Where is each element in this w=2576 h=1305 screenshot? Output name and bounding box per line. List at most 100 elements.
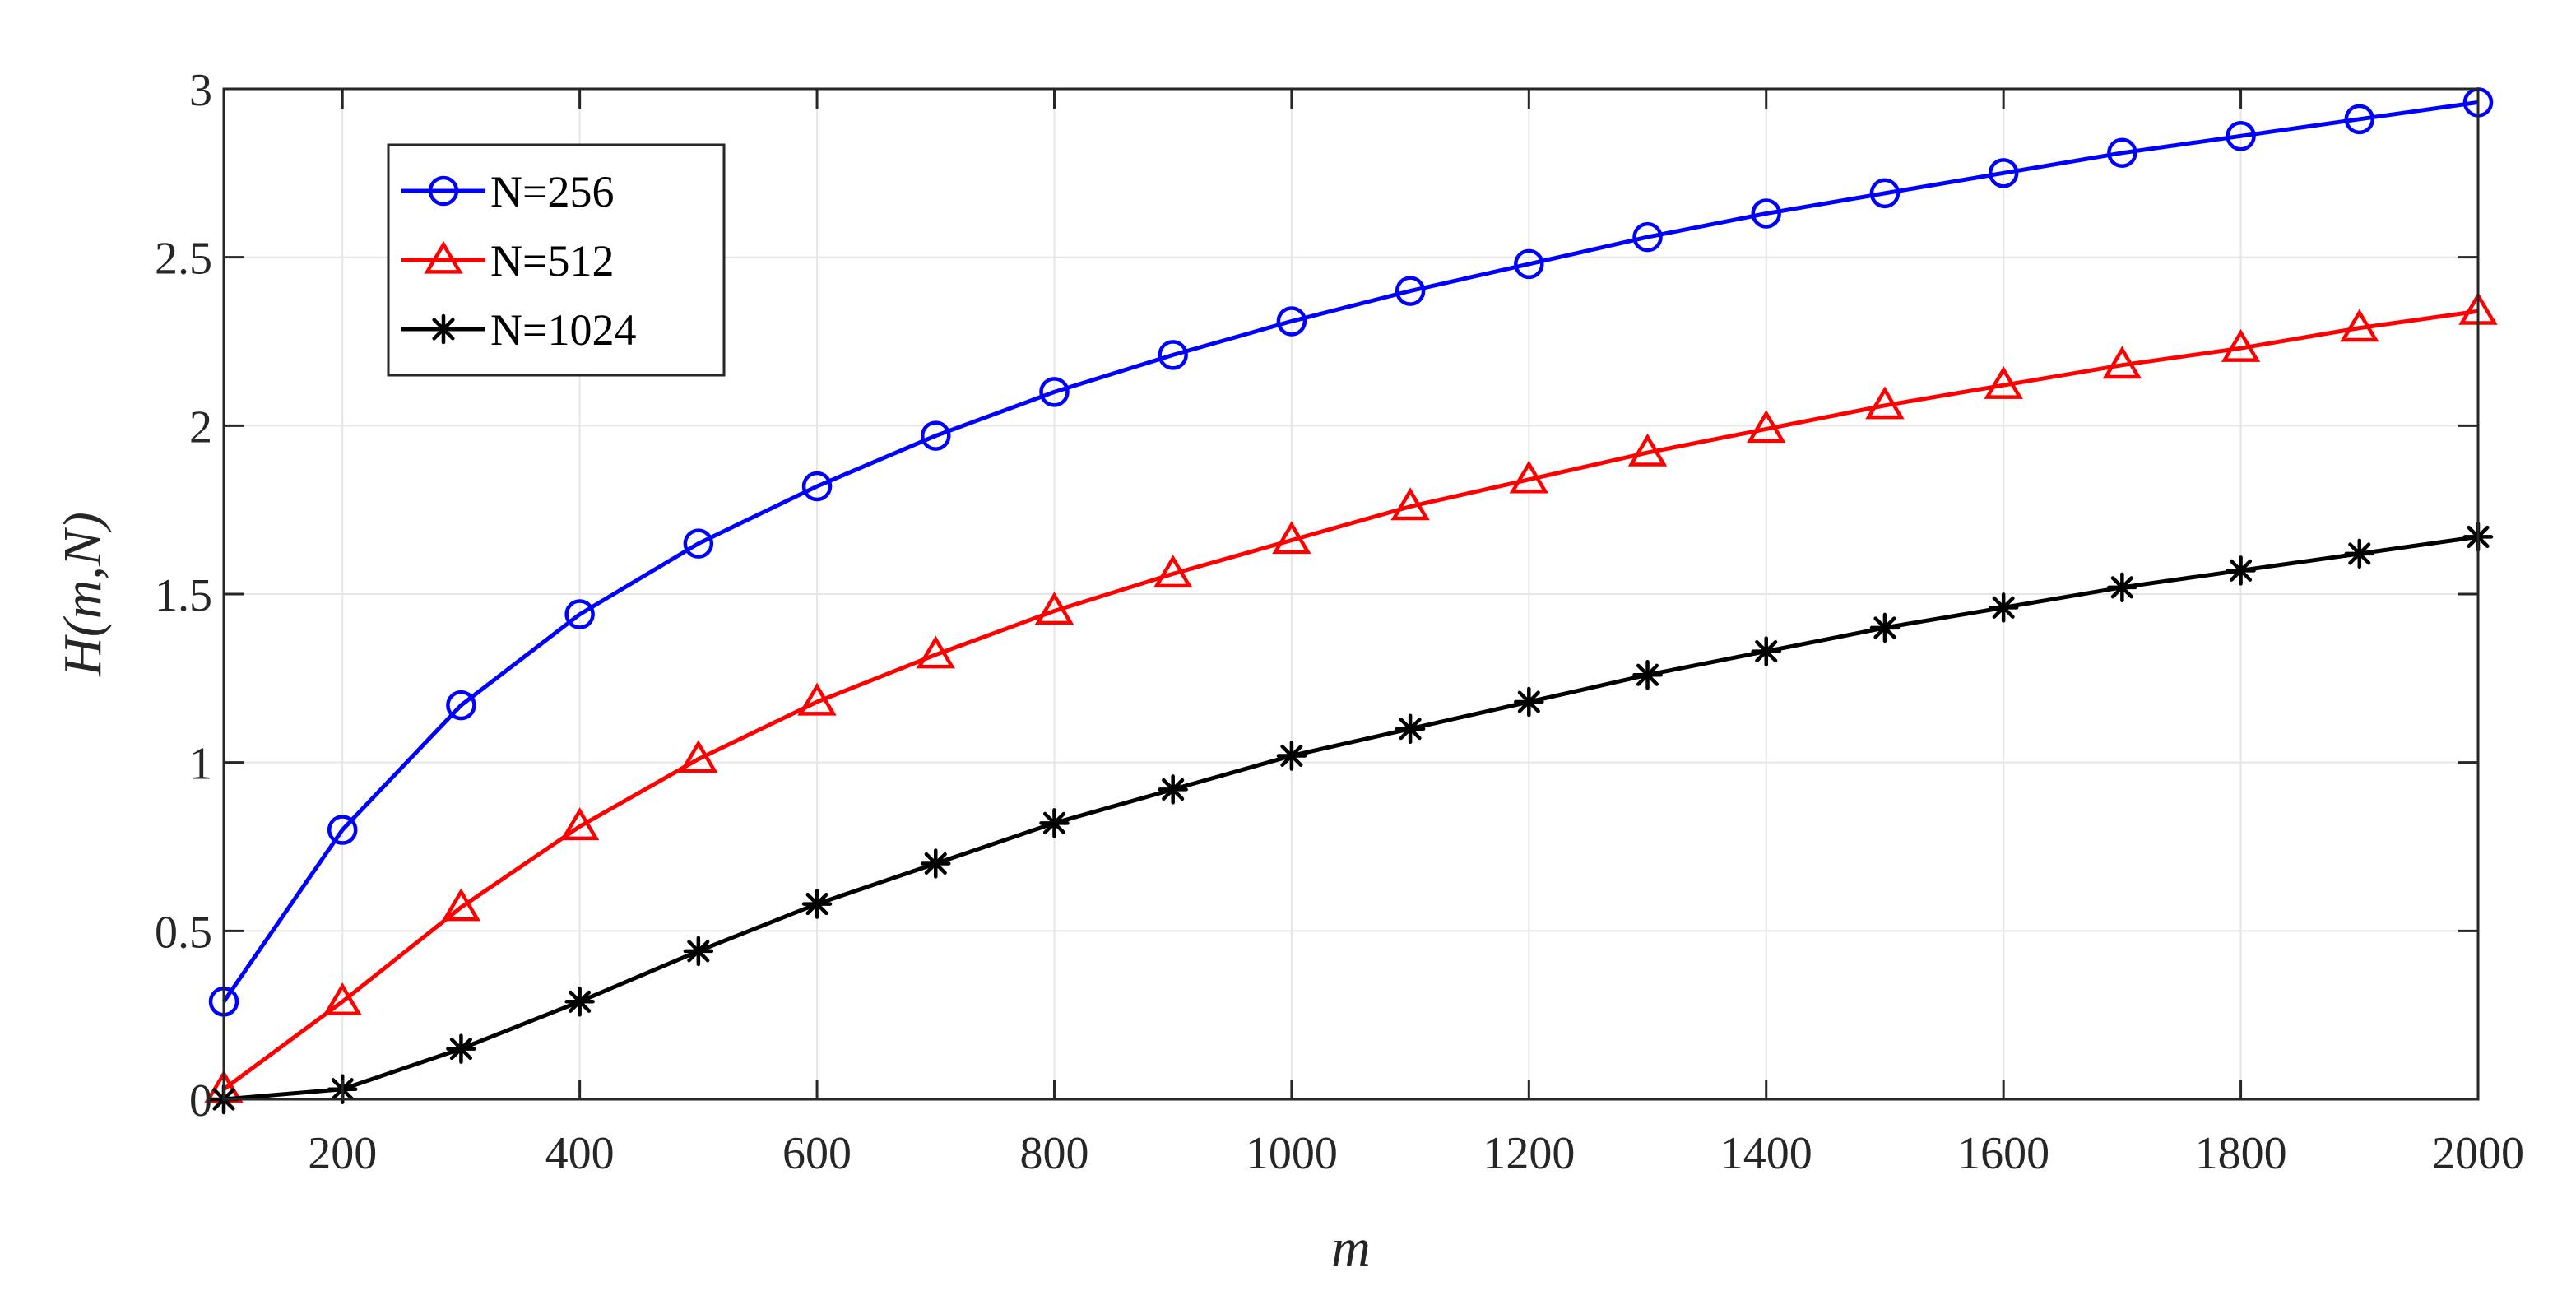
data-point (1276, 741, 1307, 771)
circle-marker-shape (1988, 158, 2019, 188)
data-point (1751, 198, 1781, 229)
circle-marker-shape (1039, 377, 1070, 407)
data-point (2226, 121, 2256, 151)
triangle-marker-shape (424, 240, 463, 274)
ticks (224, 87, 2480, 1101)
series-line-n1024 (223, 534, 2479, 1102)
data-point (683, 936, 714, 967)
data-point (1153, 555, 1193, 588)
data-point (1751, 636, 1781, 666)
asterisk-marker-stroke (2230, 559, 2253, 582)
data-point (2221, 328, 2261, 362)
legend-marker (424, 240, 463, 274)
asterisk-marker-stroke (1636, 663, 1659, 686)
legend: N=256 N=512 N=1024 (387, 143, 726, 377)
asterisk-marker-stroke (805, 893, 828, 916)
data-point (1272, 521, 1311, 555)
data-point (683, 528, 714, 559)
asterisk-marker-stroke (1162, 778, 1185, 801)
x-tick-label: 400 (545, 1128, 615, 1179)
data-point (1158, 774, 1188, 805)
x-tick-label: 1600 (1957, 1128, 2049, 1179)
triangle-marker-shape (1746, 410, 1786, 444)
data-point (1509, 460, 1549, 494)
data-point (1869, 178, 1901, 209)
circle-marker-shape (2107, 137, 2137, 169)
triangle-marker-shape (1984, 365, 2023, 399)
data-point (1988, 158, 2019, 188)
triangle-marker-shape (797, 682, 837, 716)
circle-marker-shape (564, 599, 595, 629)
data-point (1158, 340, 1188, 370)
data-point (679, 740, 718, 773)
circle-marker-shape (1514, 248, 1544, 280)
data-point (1988, 592, 2019, 623)
circle-marker-shape (1276, 306, 1307, 337)
x-tick-label: 1000 (1246, 1128, 1338, 1179)
data-point (921, 848, 951, 879)
x-tick-label: 200 (308, 1128, 377, 1179)
triangle-marker-shape (1390, 487, 1430, 521)
x-tick-label: 1800 (2195, 1128, 2287, 1179)
asterisk-marker-stroke (432, 318, 455, 341)
x-tick-label: 600 (782, 1128, 852, 1179)
x-tick-label: 2000 (2432, 1128, 2524, 1179)
data-point (441, 888, 481, 922)
circle-marker-shape (446, 690, 476, 721)
data-point (1395, 276, 1426, 306)
data-point (1039, 808, 1070, 838)
y-tick-label: 2 (189, 402, 212, 453)
triangle-marker-shape (916, 635, 956, 669)
circle-marker-shape (683, 528, 714, 559)
circle-marker-shape (801, 471, 833, 502)
data-point (327, 815, 358, 845)
data-point (564, 987, 595, 1017)
y-axis-label: H(m,N) (53, 512, 113, 677)
asterisk-marker-stroke (1992, 596, 2015, 619)
asterisk-marker-stroke (687, 940, 710, 963)
triangle-marker-shape (323, 982, 362, 1015)
x-tick-label: 800 (1019, 1128, 1088, 1179)
data-point (446, 1033, 476, 1064)
data-point (2344, 538, 2375, 569)
y-tick-label: 0 (189, 1075, 212, 1126)
data-point (801, 889, 833, 919)
data-point (916, 635, 956, 669)
y-tick-label: 2.5 (155, 234, 212, 285)
x-axis-label: m (1331, 1218, 1371, 1278)
legend-marker (428, 175, 459, 207)
circle-marker-shape (1158, 340, 1188, 370)
triangle-marker-shape (2102, 346, 2142, 379)
triangle-marker-shape (1509, 460, 1549, 494)
data-point (1395, 713, 1426, 744)
data-point (1627, 433, 1668, 467)
triangle-marker-shape (1034, 592, 1074, 625)
legend-entry: N=256 (490, 167, 614, 216)
triangle-marker-shape (1153, 555, 1193, 588)
triangle-marker-shape (1627, 433, 1668, 467)
data-point (2226, 555, 2256, 586)
data-point (1039, 377, 1070, 407)
circle-marker-shape (1869, 178, 1901, 209)
asterisk-marker-stroke (924, 852, 947, 875)
y-tick-label: 0.5 (155, 907, 212, 958)
data-point (1632, 659, 1663, 690)
data-point (1632, 221, 1663, 253)
series-line-n256 (221, 100, 2479, 1003)
data-point (1865, 386, 1905, 420)
data-point (323, 982, 362, 1015)
asterisk-marker-stroke (1042, 811, 1066, 834)
x-tick-label: 1200 (1483, 1128, 1575, 1179)
asterisk-marker-stroke (2110, 576, 2133, 599)
data-point (559, 807, 600, 841)
circle-marker-shape (428, 175, 459, 207)
y-tick-label: 3 (189, 65, 212, 116)
data-point (1514, 686, 1544, 718)
circle-marker-shape (2226, 121, 2256, 151)
circle-marker-shape (1395, 276, 1426, 306)
y-tick-label: 1.5 (155, 570, 212, 621)
data-point (1034, 592, 1074, 625)
data-point (446, 690, 476, 721)
legend-marker (428, 313, 459, 345)
